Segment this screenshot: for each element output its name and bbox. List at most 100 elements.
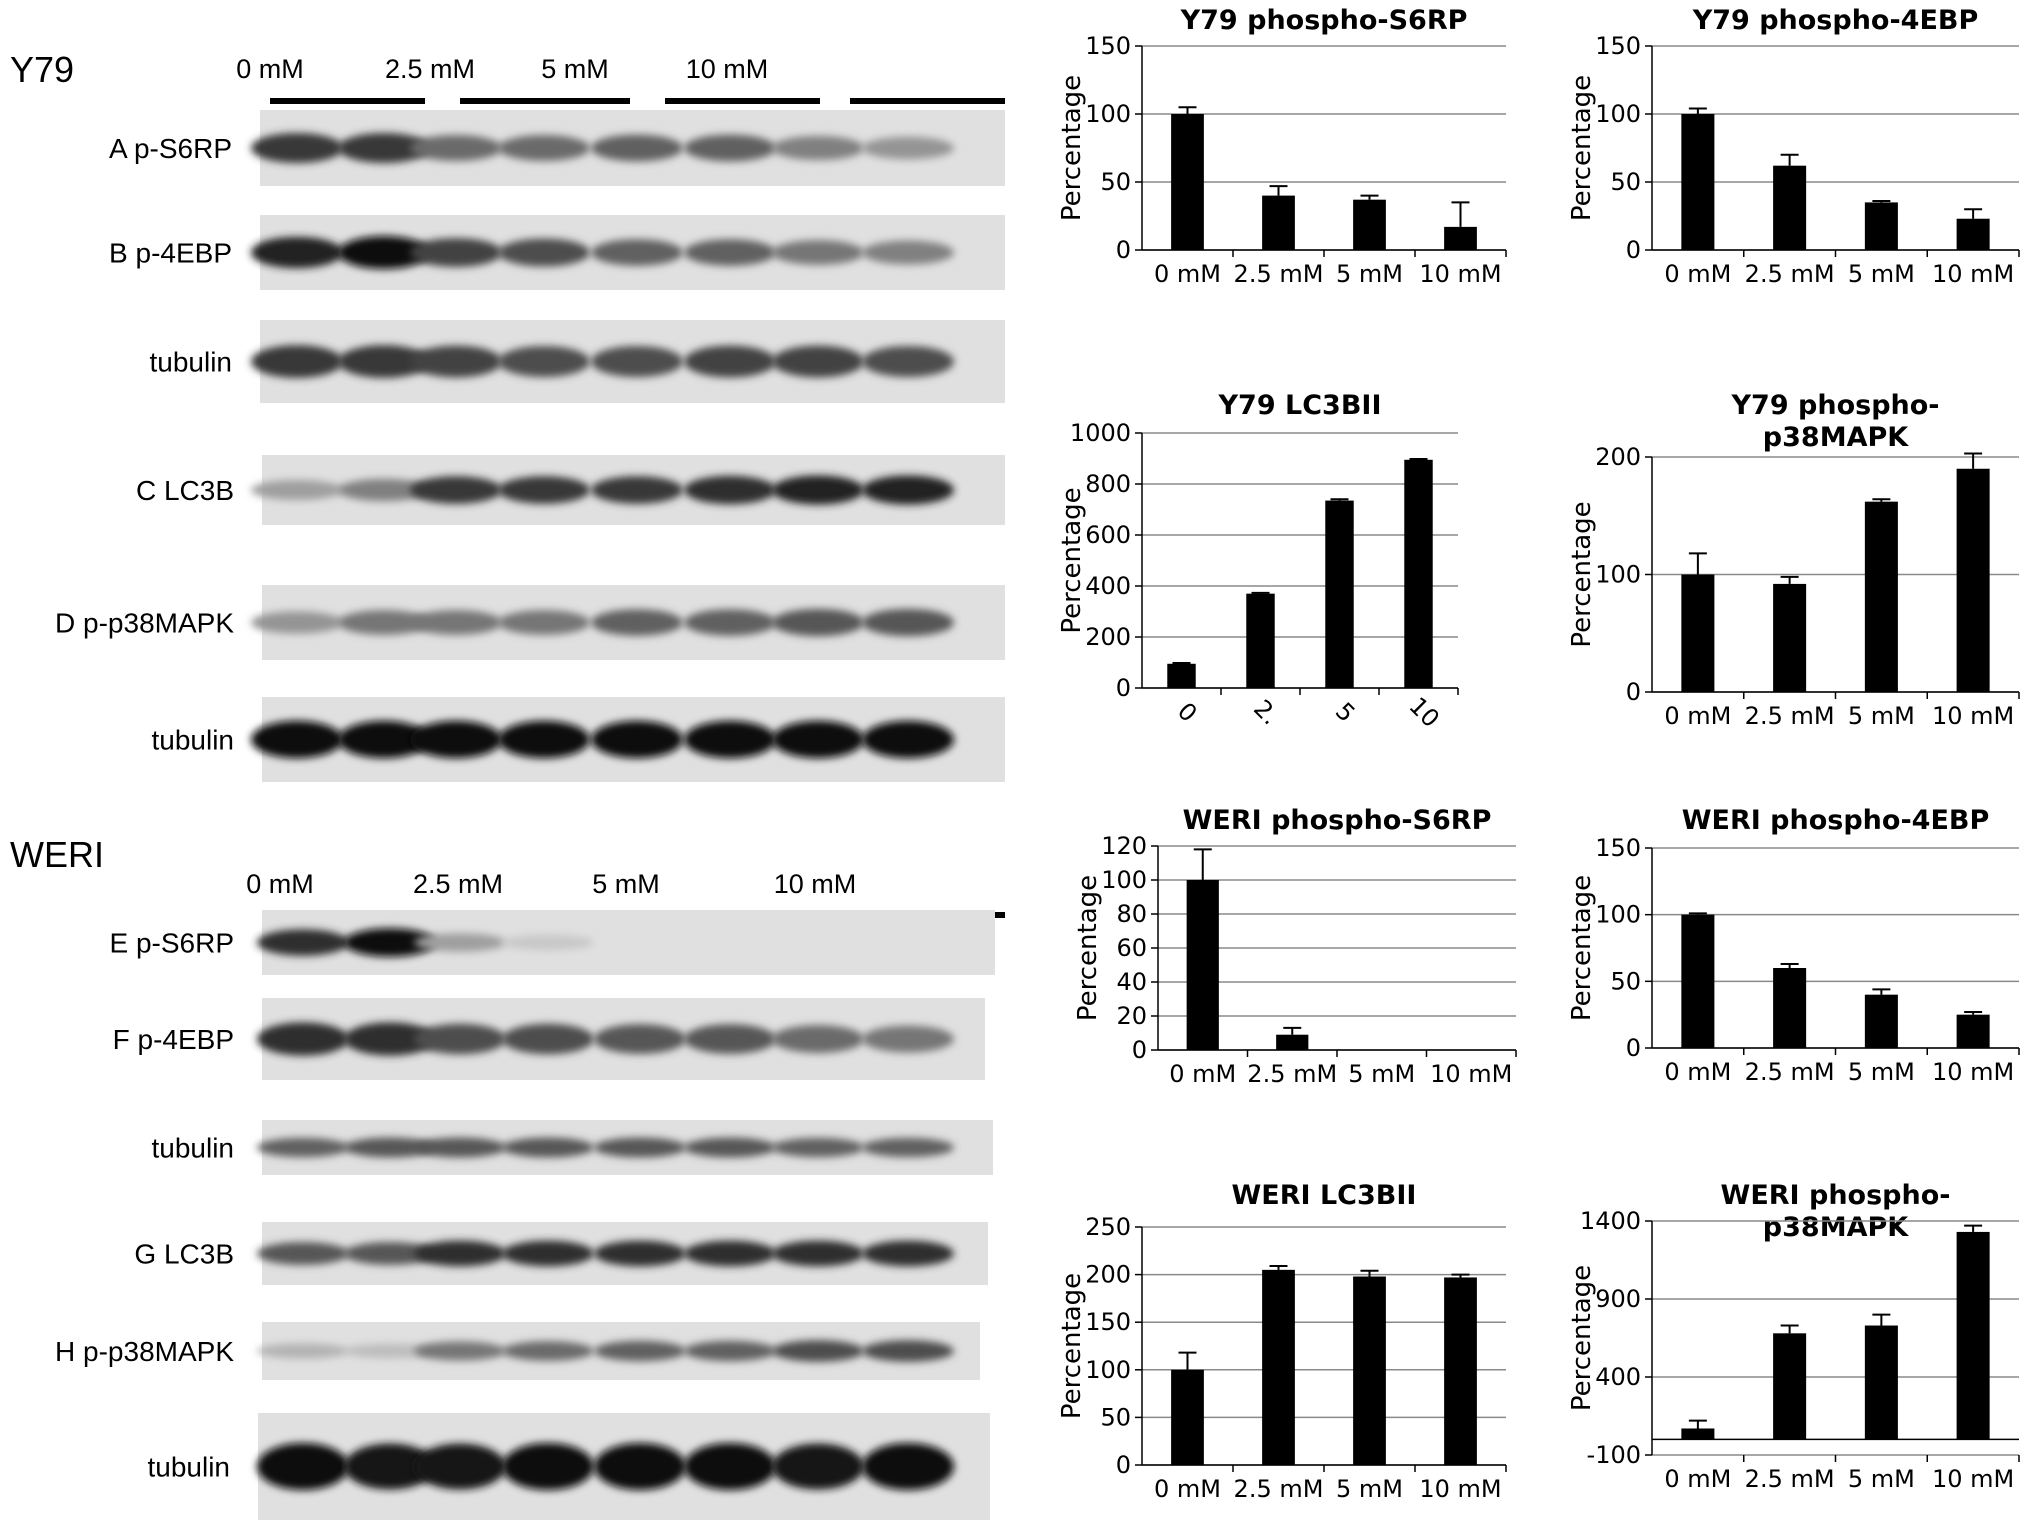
protein-band — [772, 1137, 864, 1158]
protein-band — [772, 720, 864, 759]
protein-band — [502, 1442, 594, 1491]
chart-title: Y79 LC3BII — [1217, 390, 1381, 421]
protein-label: A p-S6RP — [109, 133, 232, 164]
x-tick-label: 2.5 mM — [1745, 1058, 1835, 1086]
x-tick-label: 0 mM — [1169, 1060, 1236, 1088]
y-tick-label: 1400 — [1580, 1207, 1641, 1235]
protein-band — [594, 1442, 686, 1491]
x-tick-label: 2.5 mM — [1247, 1060, 1337, 1088]
chart-y79-lc3bii: Y79 LC3BII 0 200 400 600 800 1000 Percentage 0 2.… — [1030, 385, 1520, 770]
protein-band — [410, 610, 502, 635]
x-tick-label: 0 mM — [1154, 1475, 1221, 1503]
bar — [1773, 583, 1807, 692]
x-tick-label: 2.5 mM — [1234, 1475, 1324, 1503]
protein-band — [410, 720, 502, 759]
protein-band — [257, 1022, 349, 1056]
y-axis-label: Percentage — [1073, 875, 1103, 1021]
x-tick-label: 10 mM — [1419, 260, 1501, 288]
protein-band — [257, 1343, 349, 1359]
protein-band — [772, 1340, 864, 1362]
chart-y79-phospho-4ebp: Y79 phospho-4EBP 0 50 100 150 Percentage 0 mM 2… — [1540, 0, 2031, 310]
protein-band — [414, 1137, 506, 1158]
protein-band — [251, 720, 343, 759]
protein-band — [772, 475, 864, 505]
bar — [1681, 914, 1715, 1048]
protein-label: tubulin — [147, 1452, 230, 1483]
y-axis-label: Percentage — [1567, 875, 1597, 1021]
y-tick-label: 250 — [1085, 1213, 1131, 1241]
protein-band — [338, 720, 430, 759]
y-tick-label: 1000 — [1070, 419, 1131, 447]
dose-bar — [270, 98, 425, 104]
dose-label: 5 mM — [592, 869, 660, 899]
x-tick-label: 0 mM — [1664, 1465, 1731, 1493]
bar — [1262, 1269, 1295, 1465]
x-tick-label: 0 mM — [1664, 1058, 1731, 1086]
protein-band — [862, 1025, 954, 1053]
y-axis-label: Percentage — [1057, 75, 1087, 221]
protein-band — [772, 240, 864, 265]
protein-band — [344, 1137, 436, 1158]
bar — [1276, 1034, 1309, 1050]
protein-band — [338, 610, 430, 635]
bar — [1404, 459, 1433, 688]
protein-band — [862, 345, 954, 378]
y-tick-label: 60 — [1116, 934, 1147, 962]
bar — [1956, 1231, 1990, 1440]
x-tick-label: 10 mM — [1430, 1060, 1512, 1088]
dose-bar — [850, 98, 1005, 104]
bar — [1353, 199, 1386, 250]
dose-label: 0 mM — [246, 869, 314, 899]
protein-band — [591, 239, 683, 266]
x-tick-label: 0 mM — [1664, 260, 1731, 288]
x-tick-label: 2.5 mM — [1745, 260, 1835, 288]
chart-title: WERI LC3BII — [1232, 1180, 1417, 1211]
dose-label: 0 mM — [236, 54, 304, 84]
bar — [1353, 1276, 1386, 1465]
x-tick-label: 2.5 mM — [1745, 1465, 1835, 1493]
dose-label: 10 mM — [774, 869, 857, 899]
protein-band — [257, 1442, 349, 1491]
y-tick-label: 50 — [1610, 967, 1641, 995]
protein-band — [862, 720, 954, 759]
protein-label: G LC3B — [134, 1239, 234, 1270]
x-tick-label: 10 — [1403, 692, 1444, 733]
protein-band — [591, 720, 683, 759]
x-tick-label: 5 mM — [1848, 260, 1915, 288]
chart-title: WERI phospho-S6RP — [1183, 805, 1492, 836]
y-tick-label: 100 — [1085, 100, 1131, 128]
protein-label: tubulin — [149, 347, 232, 378]
protein-label: tubulin — [151, 1133, 234, 1164]
cell-line-label: WERI — [10, 834, 104, 875]
y-axis-label: Percentage — [1567, 1265, 1597, 1411]
y79-blot-panel: Y79 0 mM 2.5 mM 5 mM 10 mM A p-S6RP B p-4EBP tu… — [10, 49, 1005, 782]
dose-bar — [665, 98, 820, 104]
y-tick-label: 50 — [1100, 1403, 1131, 1431]
protein-band — [338, 132, 430, 164]
chart-y79-phospho-p38mapk: Y79 phospho-p38MAPK 0 100 200 Percentage 0 mM… — [1540, 385, 2031, 770]
blot-row: tubulin — [151, 697, 1005, 782]
protein-band — [410, 476, 502, 504]
protein-band — [414, 1023, 506, 1055]
x-tick-label: 2.5 mM — [1745, 702, 1835, 730]
protein-label: C LC3B — [136, 475, 234, 506]
protein-band — [594, 1024, 686, 1054]
y-tick-label: 100 — [1595, 901, 1641, 929]
protein-band — [684, 475, 776, 505]
protein-band — [344, 1022, 436, 1056]
x-tick-label: 5 mM — [1348, 1060, 1415, 1088]
blot-row: G LC3B — [134, 1222, 988, 1285]
protein-band — [498, 476, 590, 504]
protein-band — [862, 475, 954, 505]
protein-band — [410, 135, 502, 161]
x-tick-label: 0 mM — [1664, 702, 1731, 730]
protein-band — [591, 476, 683, 504]
y-tick-label: 150 — [1595, 834, 1641, 862]
y-tick-label: 0 — [1116, 674, 1131, 702]
x-tick-label: 10 mM — [1932, 1465, 2014, 1493]
bar — [1186, 880, 1219, 1050]
protein-band — [251, 345, 343, 378]
bar — [1864, 202, 1898, 250]
x-tick-label: 5 mM — [1336, 260, 1403, 288]
protein-band — [684, 1024, 776, 1054]
